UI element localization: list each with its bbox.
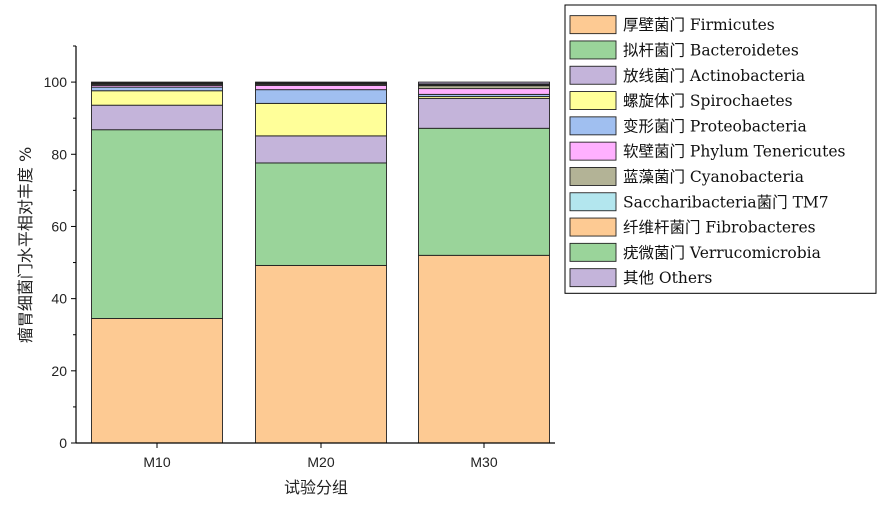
legend-label: 其他 Others <box>623 269 712 287</box>
y-tick-label: 80 <box>51 146 67 162</box>
x-axis: M10 M20 M30 <box>76 442 555 470</box>
y-tick-label: 20 <box>51 363 67 379</box>
legend-swatch <box>569 166 617 186</box>
legend-swatch <box>569 268 617 288</box>
y-tick-label: 40 <box>51 291 67 307</box>
legend-label: 纤维杆菌门 Fibrobacteres <box>623 219 816 237</box>
bar-segment-m20-4 <box>255 102 387 137</box>
bar-segment-m10-4 <box>91 90 223 106</box>
y-tick-label: 60 <box>51 218 67 234</box>
bar-segment-m10-1 <box>91 318 223 444</box>
legend-swatch <box>569 40 617 60</box>
bar-segment-m30-6 <box>418 88 550 95</box>
legend-label: 蓝藻菌门 Cyanobacteria <box>623 168 804 186</box>
bar-segment-m30-1 <box>418 254 550 444</box>
legend-label: Saccharibacteria菌门 TM7 <box>623 193 829 211</box>
legend-swatch <box>569 141 617 161</box>
bar-segment-m20-5 <box>255 89 387 104</box>
legend-label: 拟杆菌门 Bacteroidetes <box>623 41 799 59</box>
bar-segment-m30-3 <box>418 97 550 129</box>
legend-label: 螺旋体门 Spirochaetes <box>623 92 793 110</box>
plot-area <box>91 81 550 444</box>
x-tick-label: M10 <box>143 454 170 470</box>
legend-label: 厚壁菌门 Firmicutes <box>623 16 775 34</box>
legend-box <box>564 4 877 294</box>
legend-label: 放线菌门 Actinobacteria <box>623 67 805 85</box>
bar-segment-m30-11 <box>418 81 550 85</box>
legend-swatch <box>569 242 617 262</box>
bar-segment-m20-1 <box>255 264 387 444</box>
bar-segment-m30-2 <box>418 127 550 256</box>
x-axis-title: 试验分组 <box>284 478 348 497</box>
legend-swatch <box>569 116 617 136</box>
bar-segment-m10-3 <box>91 104 223 131</box>
legend-label: 变形菌门 Proteobacteria <box>623 117 807 135</box>
bar-segment-m20-6 <box>255 84 387 91</box>
legend: 厚壁菌门 Firmicutes 拟杆菌门 Bacteroidetes 放线菌门 Ac… <box>564 4 877 294</box>
x-tick-label: M20 <box>307 454 334 470</box>
bar-segment-m20-3 <box>255 135 387 164</box>
bar-segment-m10-11 <box>91 81 223 84</box>
legend-swatch <box>569 15 617 35</box>
y-axis: 0 20 40 60 80 100 <box>44 45 77 451</box>
x-tick-label: M30 <box>470 454 497 470</box>
bar-segment-m10-2 <box>91 129 223 319</box>
legend-label: 软壁菌门 Phylum Tenericutes <box>623 143 846 161</box>
bar-segment-m20-11 <box>255 81 387 84</box>
legend-swatch <box>569 217 617 237</box>
y-axis-title: 瘤胃细菌门水平相对丰度 % <box>16 147 35 343</box>
y-tick-label: 0 <box>59 435 67 451</box>
legend-swatch <box>569 65 617 85</box>
y-tick-label: 100 <box>44 74 68 90</box>
legend-swatch <box>569 91 617 111</box>
legend-label: 疣微菌门 Verrucomicrobia <box>623 244 821 262</box>
bar-segment-m10-5 <box>91 86 223 92</box>
bar-segment-m20-2 <box>255 162 387 266</box>
legend-swatch <box>569 192 617 212</box>
